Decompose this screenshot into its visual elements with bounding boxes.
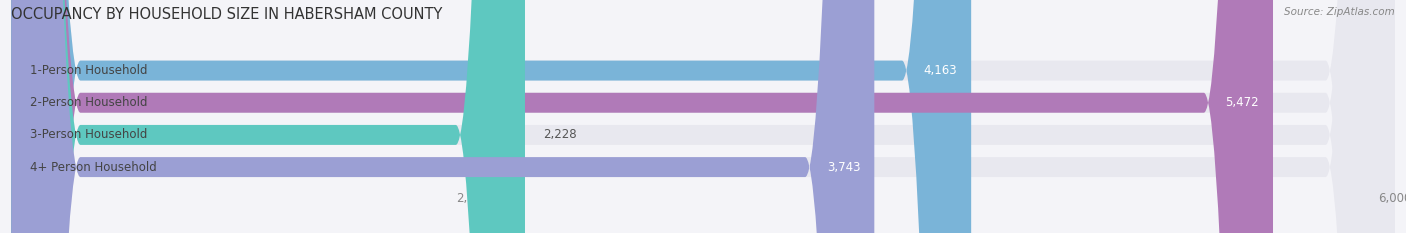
Text: 3,743: 3,743 [827,161,860,174]
Text: 2-Person Household: 2-Person Household [30,96,148,109]
Text: 4+ Person Household: 4+ Person Household [30,161,156,174]
FancyBboxPatch shape [11,0,1395,233]
Text: 1-Person Household: 1-Person Household [30,64,148,77]
Text: 5,472: 5,472 [1226,96,1260,109]
Text: OCCUPANCY BY HOUSEHOLD SIZE IN HABERSHAM COUNTY: OCCUPANCY BY HOUSEHOLD SIZE IN HABERSHAM… [11,7,443,22]
Text: 2,228: 2,228 [544,128,576,141]
FancyBboxPatch shape [11,0,875,233]
FancyBboxPatch shape [11,0,1395,233]
FancyBboxPatch shape [11,0,1395,233]
Text: 4,163: 4,163 [924,64,957,77]
FancyBboxPatch shape [11,0,972,233]
FancyBboxPatch shape [11,0,524,233]
Text: Source: ZipAtlas.com: Source: ZipAtlas.com [1284,7,1395,17]
FancyBboxPatch shape [11,0,1272,233]
Text: 3-Person Household: 3-Person Household [30,128,148,141]
FancyBboxPatch shape [11,0,1395,233]
